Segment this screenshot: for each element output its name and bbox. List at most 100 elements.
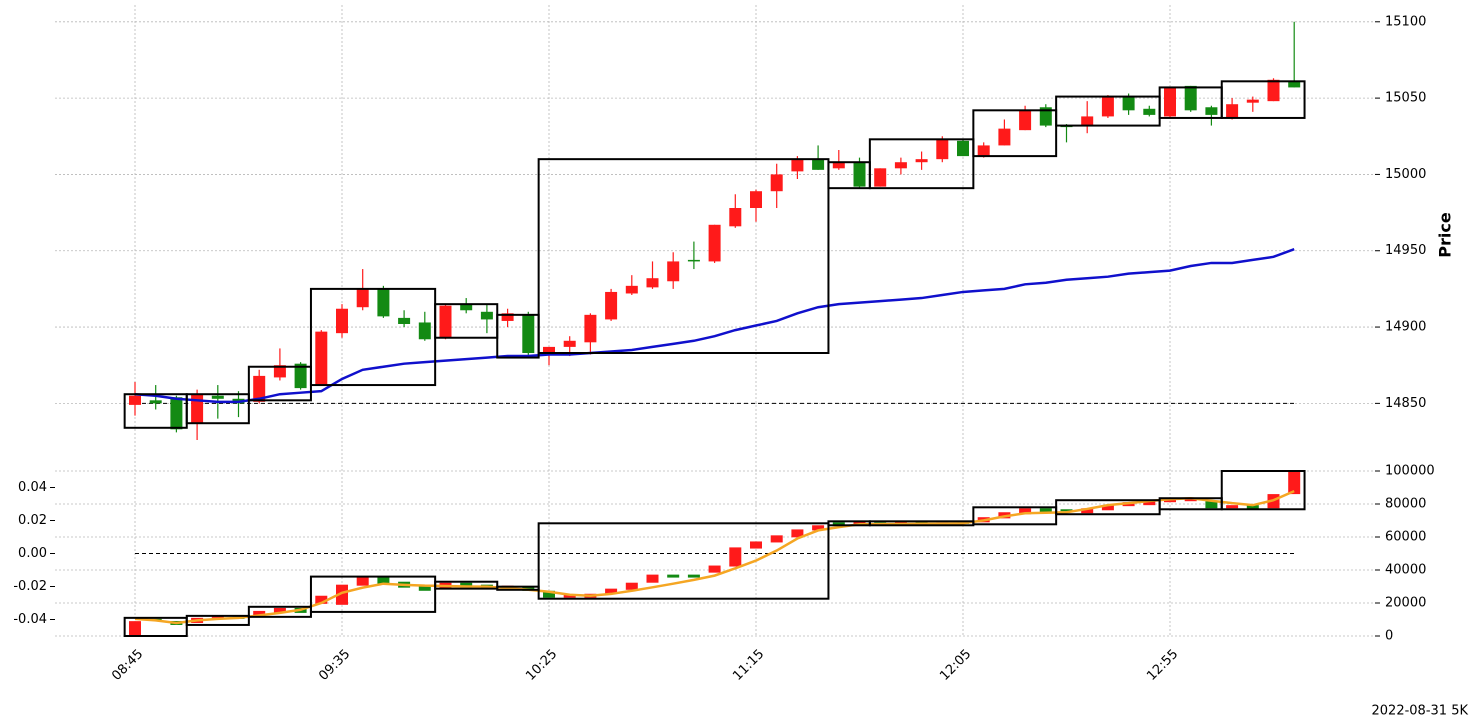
y-tick-label: 15050 [1385,91,1426,106]
candle-body [315,331,328,386]
lower-bar [1205,501,1218,509]
footnote: 2022-08-31 5K [1372,704,1469,719]
lower-bar [1019,508,1032,515]
range-box [537,158,830,354]
candle-body [957,140,969,157]
y2-tick-label: 0 [1385,629,1393,644]
candle-body [522,314,535,353]
lower-bar [1246,505,1259,510]
range-box [972,506,1058,526]
candle-body [1122,96,1135,111]
y2-tick-label: 100000 [1385,464,1435,479]
candle-body [729,208,742,227]
lower-bar [1143,500,1156,506]
lower-bar [646,574,659,583]
x-tick-label: 12:05 [937,647,974,684]
candle-body [915,159,928,163]
y2-tick-label: 80000 [1385,497,1426,512]
range-box [1220,470,1306,511]
candle-body [418,322,431,340]
candle-body [170,397,183,430]
y-tick-label: 14900 [1385,320,1426,335]
candle-body [584,314,597,343]
y-tick-label: 14850 [1385,396,1426,411]
candle-body [253,375,266,402]
lower-bar [832,522,845,526]
candle-body [439,305,452,338]
y-tick-label: 14950 [1385,243,1426,258]
candle-body [356,288,369,308]
candle-body [894,162,907,169]
lower-bar [315,595,328,604]
lower-bar [1226,505,1239,509]
range-box [868,138,975,190]
candle-body [211,395,224,399]
y-tick-label: 15000 [1385,167,1426,182]
candle-body [832,162,845,169]
range-box [309,575,437,613]
x-tick-label: 12:55 [1144,647,1181,684]
y-tick-label: 0.04 [18,480,47,495]
x-tick-label: 09:35 [316,647,353,684]
lower-bar [605,588,618,594]
lower-bar [563,594,576,598]
candle-body [750,191,762,208]
lower-bar [418,584,431,591]
candle-body [646,278,659,288]
candle-body [129,395,141,405]
candle-body [398,317,411,324]
lower-bar [687,574,700,578]
y-tick-label: 0.02 [18,513,47,528]
candle-body [812,159,825,170]
candle-body [977,145,990,157]
candle-body [1081,116,1094,126]
y-axis-label: Price [1436,212,1455,258]
candle-body [708,224,721,262]
lower-bar [625,582,638,590]
candle-body [377,288,390,317]
y-tick-label: -0.04 [13,612,47,627]
line [134,489,1295,625]
lower-bar [729,547,742,567]
lower-bar [356,576,369,586]
range-box [123,616,188,637]
y-tick-label: 15100 [1385,14,1426,29]
candle-body [874,168,887,187]
lower-bar [1039,508,1052,513]
lower-bar [770,535,783,543]
y2-tick-label: 60000 [1385,530,1426,545]
lower-bar [750,541,762,549]
y-tick-label: -0.02 [13,579,47,594]
candle-body [1039,107,1052,126]
candle-body [1226,104,1239,118]
lower-bar [273,607,286,613]
lower-bar [853,521,866,525]
lower-bar [1060,509,1073,512]
range-box [434,580,499,590]
x-tick-label: 08:45 [109,647,146,684]
candle-body [853,162,866,187]
y2-tick-label: 20000 [1385,596,1426,611]
candle-body [563,340,576,347]
candle-body [605,291,618,320]
range-box [537,522,830,600]
candle-body [1143,108,1156,115]
lower-bar [667,574,680,578]
lower-bar [812,525,825,531]
candle-body [998,128,1011,146]
lower-bar [708,565,721,573]
candle-body [625,285,638,294]
candle-body [1184,85,1197,111]
lower-bar [336,584,348,605]
candle-body [1019,110,1032,131]
candle-body [336,308,348,334]
candle-body [1267,79,1280,102]
range-box [185,614,250,626]
y2-tick-label: 40000 [1385,563,1426,578]
candle-body [460,304,473,311]
candle-body [667,261,680,282]
candle-body [936,139,949,160]
candle-body [273,365,286,378]
y-tick-label: 0.00 [18,546,47,561]
